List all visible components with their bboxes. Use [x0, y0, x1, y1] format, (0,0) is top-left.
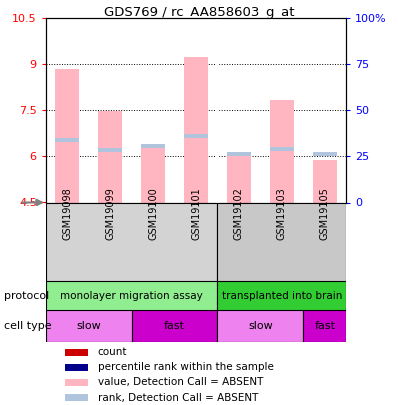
Bar	[227, 152, 251, 156]
Bar	[98, 111, 122, 202]
Text: cell type: cell type	[4, 321, 52, 331]
Bar	[46, 281, 217, 310]
Bar	[65, 394, 88, 401]
Text: slow: slow	[248, 321, 273, 331]
Text: GSM19098: GSM19098	[62, 188, 72, 241]
Text: GSM19100: GSM19100	[148, 188, 158, 241]
Bar	[55, 138, 79, 141]
Text: GSM19103: GSM19103	[277, 188, 287, 241]
Bar	[46, 202, 217, 281]
Bar	[132, 310, 217, 342]
Bar	[46, 310, 132, 342]
Text: slow: slow	[76, 321, 101, 331]
Bar	[303, 310, 346, 342]
Text: transplanted into brain: transplanted into brain	[222, 291, 342, 301]
Bar	[313, 152, 337, 156]
Text: fast: fast	[314, 321, 335, 331]
Text: GSM19102: GSM19102	[234, 188, 244, 241]
Bar	[270, 147, 294, 151]
Bar	[217, 202, 346, 281]
Bar	[313, 160, 337, 202]
Bar	[184, 57, 208, 202]
Bar	[217, 281, 346, 310]
Bar	[98, 148, 122, 152]
Bar	[141, 144, 165, 148]
Text: percentile rank within the sample: percentile rank within the sample	[98, 362, 273, 372]
Text: GDS769 / rc_AA858603_g_at: GDS769 / rc_AA858603_g_at	[104, 6, 294, 19]
Text: GSM19105: GSM19105	[320, 188, 330, 241]
Bar	[65, 349, 88, 356]
Bar	[141, 146, 165, 202]
Text: GSM19101: GSM19101	[191, 188, 201, 241]
Text: value, Detection Call = ABSENT: value, Detection Call = ABSENT	[98, 377, 263, 387]
Bar	[270, 100, 294, 202]
Bar	[55, 69, 79, 202]
Text: monolayer migration assay: monolayer migration assay	[60, 291, 203, 301]
Bar	[227, 154, 251, 202]
Text: rank, Detection Call = ABSENT: rank, Detection Call = ABSENT	[98, 393, 258, 403]
Text: GSM19099: GSM19099	[105, 188, 115, 241]
Bar	[217, 310, 303, 342]
Bar	[65, 379, 88, 386]
Text: protocol: protocol	[4, 291, 49, 301]
Bar	[184, 134, 208, 139]
Text: fast: fast	[164, 321, 185, 331]
Text: count: count	[98, 347, 127, 357]
Bar	[65, 364, 88, 371]
